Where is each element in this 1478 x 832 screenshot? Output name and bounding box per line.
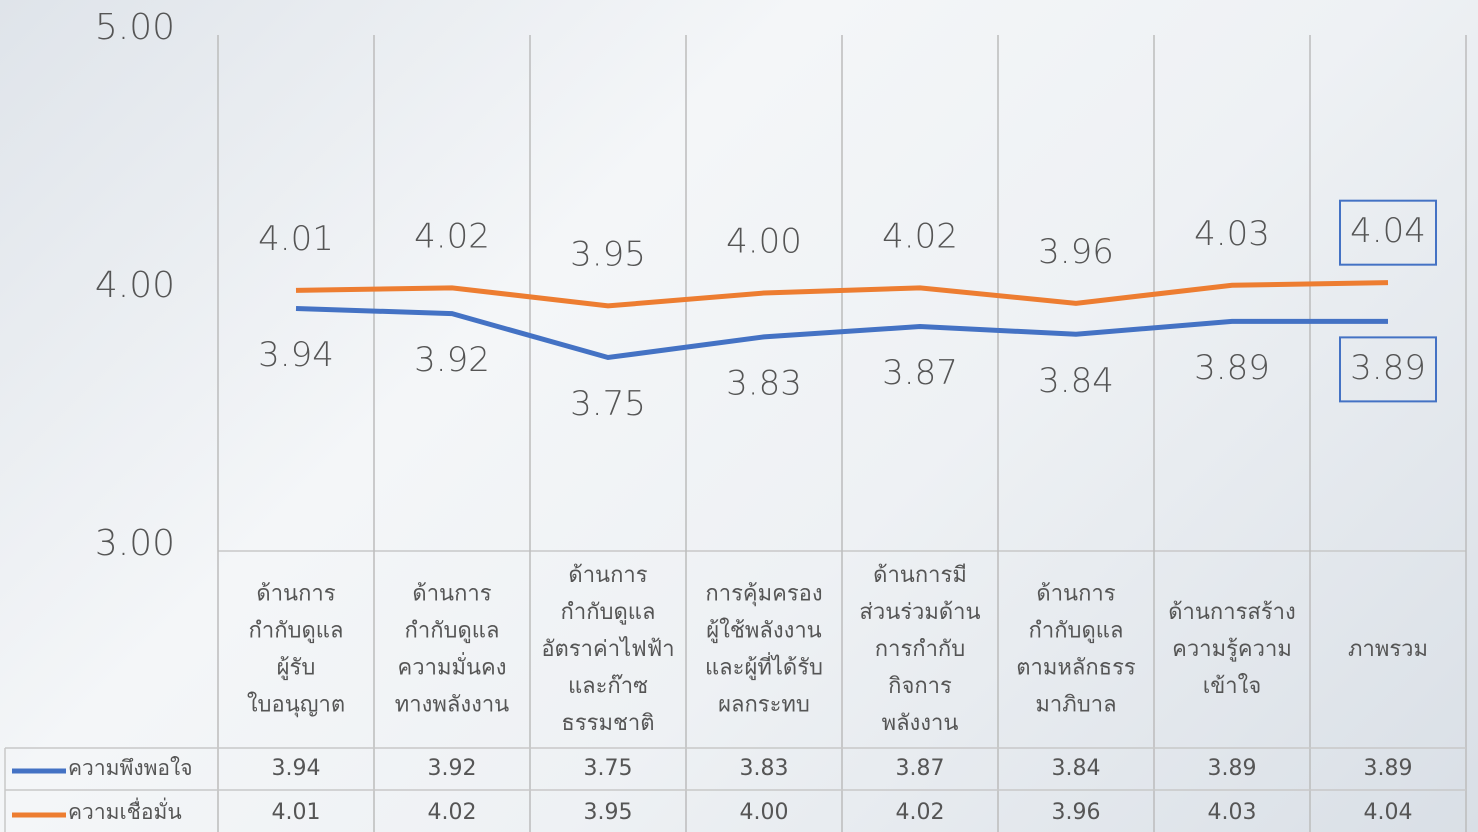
data-label: 3.95	[570, 234, 646, 274]
category-label: ด้านการ	[1036, 582, 1115, 607]
data-label: 3.75	[570, 384, 646, 424]
table-cell: 3.94	[272, 756, 321, 781]
category-label: อัตราค่าไฟฟ้า	[541, 636, 674, 662]
category-label: พลังงาน	[882, 711, 959, 736]
y-tick-label: 4.00	[95, 265, 175, 306]
y-tick-label: 3.00	[95, 523, 175, 564]
category-label: กิจการ	[888, 674, 952, 699]
category-label: ด้านการ	[412, 582, 491, 607]
category-label: ตามหลักธรร	[1016, 656, 1136, 681]
category-label: ความมั่นคง	[398, 652, 507, 681]
table-cell: 4.01	[272, 800, 321, 825]
data-label: 3.89	[1194, 348, 1270, 388]
category-label: ธรรมชาติ	[561, 711, 654, 736]
data-label: 3.84	[1038, 361, 1114, 401]
table-cell: 4.02	[428, 800, 477, 825]
data-label: 3.89	[1350, 348, 1426, 388]
category-label: ผู้ใช้พลังงาน	[706, 618, 821, 644]
table-cell: 3.84	[1052, 756, 1101, 781]
category-label: การกำกับ	[875, 637, 965, 662]
data-label: 4.04	[1350, 211, 1426, 251]
data-label: 3.94	[258, 335, 334, 375]
data-label: 3.83	[726, 363, 802, 403]
category-label: และก๊าซ	[568, 674, 648, 699]
category-label: ใบอนุญาต	[247, 692, 345, 718]
category-label: มาภิบาล	[1035, 693, 1116, 718]
category-label: ทางพลังงาน	[395, 693, 509, 718]
category-label: กำกับดูแล	[1029, 619, 1124, 644]
table-cell: 4.04	[1364, 800, 1413, 825]
data-label: 3.96	[1038, 232, 1114, 272]
table-cell: 4.03	[1208, 800, 1257, 825]
data-label: 3.92	[414, 340, 490, 380]
data-label: 4.02	[882, 216, 958, 256]
chart: 3.00 4.00 5.00 ด้านการกำกับดูแลผู้รับใบอนุญ…	[0, 0, 1478, 832]
category-label: ด้านการสร้าง	[1168, 600, 1296, 625]
category-label: เข้าใจ	[1203, 673, 1262, 699]
legend-label: ความเชื่อมั่น	[68, 797, 182, 824]
table-cell: 3.87	[896, 756, 945, 781]
table-cell: 4.00	[740, 800, 789, 825]
category-label: ความรู้ความ	[1172, 637, 1292, 662]
category-label: การคุ้มครอง	[705, 582, 822, 607]
category-label: กำกับดูแล	[249, 619, 344, 644]
table-cell: 4.02	[896, 800, 945, 825]
data-label: 4.01	[258, 219, 334, 259]
table-cell: 3.95	[584, 800, 633, 825]
category-label: กำกับดูแล	[561, 600, 656, 625]
table-cell: 3.92	[428, 756, 477, 781]
table-cell: 3.83	[740, 756, 789, 781]
category-label: และผู้ที่ได้รับ	[705, 652, 823, 681]
category-label: ด้านการ	[256, 582, 335, 607]
category-label: ด้านการ	[568, 563, 647, 588]
data-label: 4.00	[726, 222, 802, 262]
category-label: ด้านการมี	[873, 563, 967, 588]
table-cell: 3.89	[1364, 756, 1413, 781]
data-label: 4.02	[414, 216, 490, 256]
table-cell: 3.75	[584, 756, 633, 781]
table-cell: 3.89	[1208, 756, 1257, 781]
y-tick-label: 5.00	[95, 7, 175, 48]
data-label: 4.03	[1194, 214, 1270, 254]
data-label: 3.87	[882, 353, 958, 393]
legend-label: ความพึงพอใจ	[68, 756, 193, 780]
category-label: ผลกระทบ	[718, 693, 810, 718]
category-label: ภาพรวม	[1348, 637, 1428, 662]
table-cell: 3.96	[1052, 800, 1101, 825]
category-label: ผู้รับ	[277, 656, 316, 681]
category-label: กำกับดูแล	[405, 619, 500, 644]
category-label: ส่วนร่วมด้าน	[859, 600, 980, 625]
